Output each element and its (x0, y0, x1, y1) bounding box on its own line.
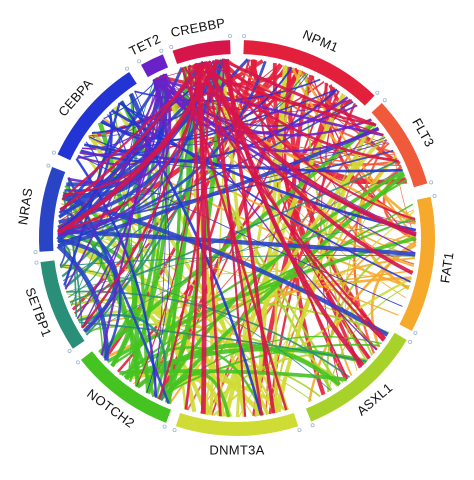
chord-ribbon-crebbp-setbp1 (81, 61, 206, 329)
chord-ribbon-notch2-fat1 (121, 217, 416, 376)
gene-label-dnmt3a: DNMT3A (209, 442, 264, 457)
gene-label-tet2: TET2 (127, 31, 163, 59)
arc-tick-marker (172, 428, 177, 433)
chord-ribbon-crebbp-dnmt3a (204, 61, 264, 416)
arc-tick-marker (242, 34, 247, 39)
chord-ribbon-crebbp-fat1 (203, 61, 414, 275)
chord-ribbon-crebbp-notch2 (158, 61, 210, 400)
arc-crebbp (172, 40, 231, 65)
chord-ribbon-crebbp-flt3 (202, 61, 399, 163)
arc-tick-marker (227, 34, 232, 39)
arc-tick-marker (33, 250, 38, 255)
arc-tick-marker (67, 348, 72, 353)
chord-ribbon-dnmt3a-flt3 (216, 135, 386, 417)
ticks-layer (33, 34, 437, 433)
chord-ribbon-crebbp-asxl1 (198, 62, 349, 380)
chord-ribbon-fat1-npm1 (291, 67, 416, 222)
arc-flt3 (371, 102, 428, 188)
chord-ribbon-cebpa-nras (59, 93, 135, 214)
arc-tick-marker (51, 150, 56, 155)
chord-ribbon-tet2-notch2 (100, 75, 162, 356)
gene-label-crebbp: CREBBP (169, 15, 226, 40)
arc-tick-marker (413, 330, 418, 335)
chord-ribbon-notch2-flt3 (157, 170, 405, 400)
chord-ribbon-crebbp-dnmt3a (212, 60, 247, 417)
arc-tick-marker (162, 424, 167, 429)
arcs-layer (39, 40, 435, 436)
chord-ribbon-cebpa-setbp1 (63, 102, 121, 286)
gene-label-nras: NRAS (15, 187, 35, 226)
chord-ribbon-crebbp-fat1 (192, 63, 417, 237)
ribbons-layer (56, 58, 417, 418)
arc-tick-marker (408, 340, 413, 345)
chord-ribbon-fat1-flt3 (359, 154, 410, 291)
chord-ribbon-crebbp-dnmt3a (197, 62, 207, 414)
chord-ribbon-crebbp-nras (61, 60, 212, 201)
gene-label-fat1: FAT1 (437, 251, 456, 284)
arc-tick-marker (310, 423, 315, 428)
arc-tet2 (141, 54, 169, 78)
gene-label-npm1: NPM1 (301, 27, 341, 55)
arc-tick-marker (297, 428, 302, 433)
chord-ribbon-setbp1-flt3 (86, 170, 403, 335)
arc-tick-marker (34, 260, 39, 265)
chord-ribbon-crebbp-dnmt3a (225, 59, 276, 414)
arc-asxl1 (305, 332, 407, 422)
chord-ribbon-crebbp-nras (59, 62, 199, 212)
arc-tick-marker (159, 48, 164, 53)
chord-ribbon-fat1-asxl1 (336, 231, 417, 377)
arc-tick-marker (169, 45, 174, 50)
chord-ribbon-crebbp-flt3 (221, 58, 377, 127)
chord-ribbon-notch2-cebpa (129, 93, 150, 394)
arc-tick-marker (429, 180, 434, 185)
gene-label-flt3: FLT3 (409, 116, 437, 150)
arc-dnmt3a (175, 412, 299, 436)
arc-tick-marker (432, 194, 437, 199)
chord-ribbon-cebpa-nras (57, 114, 131, 244)
chord-ribbon-crebbp-fat1 (217, 59, 416, 221)
arc-nras (39, 167, 66, 252)
chord-ribbon-crebbp-notch2 (136, 63, 200, 387)
arc-tick-marker (75, 360, 80, 365)
chord-ribbon-nras-fat1 (58, 228, 416, 257)
arc-cebpa (57, 71, 137, 161)
chord-ribbon-tet2-setbp1 (81, 75, 163, 329)
chord-ribbon-cebpa-npm1 (80, 88, 338, 164)
chord-ribbon-crebbp-asxl1 (208, 60, 385, 342)
arc-setbp1 (40, 260, 85, 349)
arc-tick-marker (382, 98, 387, 103)
arc-tick-marker (137, 59, 142, 64)
chord-ribbon-dnmt3a-fat1 (212, 277, 412, 417)
chord-ribbon-nras-npm1 (57, 101, 354, 246)
arc-tick-marker (124, 66, 129, 71)
chord-ribbon-tet2-notch2 (153, 74, 167, 397)
chord-ribbon-cebpa-npm1 (76, 88, 338, 159)
chord-ribbon-cebpa-notch2 (75, 158, 158, 398)
chord-ribbon-asxl1-npm1 (305, 73, 373, 356)
chord-ribbon-tet2-cebpa (90, 79, 155, 137)
arc-tick-marker (46, 163, 51, 168)
arc-fat1 (399, 196, 435, 331)
arc-tick-marker (375, 90, 380, 95)
arc-npm1 (243, 40, 375, 106)
chord-ribbon-setbp1-fat1 (66, 220, 416, 293)
chord-ribbon-crebbp-nras (56, 59, 220, 235)
chord-ribbon-nras-notch2 (56, 244, 109, 361)
chord-ribbon-setbp1-nras (57, 240, 71, 269)
arc-notch2 (80, 351, 172, 423)
